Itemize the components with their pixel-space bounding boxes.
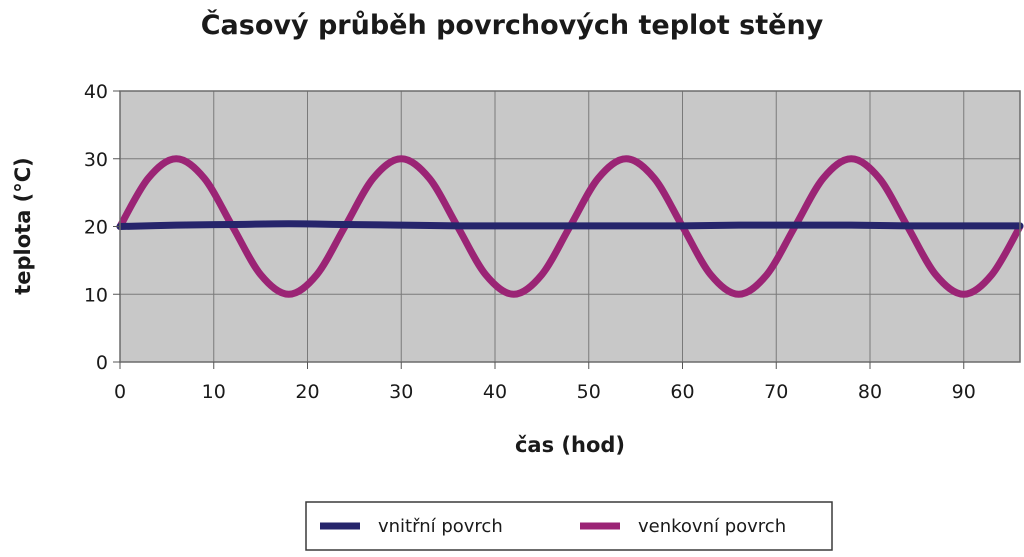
legend-box bbox=[305, 501, 833, 551]
y-tick-label: 30 bbox=[84, 149, 108, 171]
x-tick-label: 80 bbox=[858, 381, 882, 403]
x-axis-ticks: 0 10 20 30 40 50 60 70 80 90 bbox=[114, 362, 976, 403]
chart-title: Časový průběh povrchových teplot stěny bbox=[200, 10, 824, 41]
x-tick-label: 50 bbox=[577, 381, 601, 403]
x-tick-label: 40 bbox=[483, 381, 507, 403]
legend: vnitřní povrch venkovní povrch bbox=[305, 501, 833, 551]
y-axis-title: teplota (°C) bbox=[11, 157, 35, 295]
x-tick-label: 10 bbox=[202, 381, 226, 403]
y-tick-label: 10 bbox=[84, 284, 108, 306]
series-line-vnitrni-povrch bbox=[116, 220, 1024, 230]
legend-label-venkovni: venkovní povrch bbox=[638, 516, 786, 537]
x-tick-label: 20 bbox=[295, 381, 319, 403]
series-layer bbox=[116, 155, 1024, 298]
x-tick-label: 70 bbox=[764, 381, 788, 403]
x-tick-label: 30 bbox=[389, 381, 413, 403]
y-tick-label: 40 bbox=[84, 81, 108, 103]
y-tick-label: 0 bbox=[96, 352, 108, 374]
x-axis-title: čas (hod) bbox=[515, 433, 625, 457]
y-axis-ticks: 0 10 20 30 40 bbox=[84, 81, 120, 374]
x-tick-label: 60 bbox=[670, 381, 694, 403]
x-tick-label: 90 bbox=[952, 381, 976, 403]
legend-label-vnitrni: vnitřní povrch bbox=[378, 516, 503, 537]
y-tick-label: 20 bbox=[84, 217, 108, 239]
x-tick-label: 0 bbox=[114, 381, 126, 403]
